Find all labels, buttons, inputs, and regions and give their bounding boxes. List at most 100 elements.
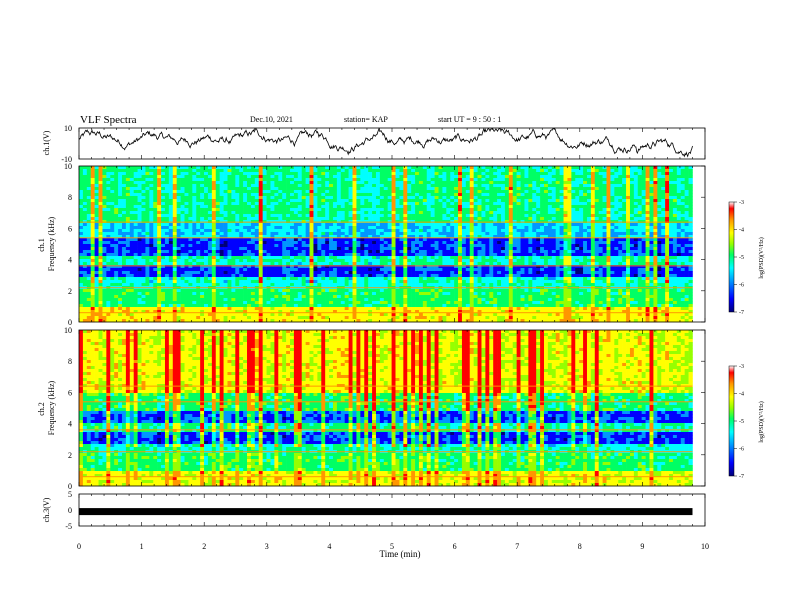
spectrogram-cell [321,217,325,220]
spectrogram-cell [435,226,439,229]
spectrogram-cell [356,199,360,202]
spectrogram-cell [552,193,556,196]
spectrogram-cell [677,184,681,187]
spectrogram-cell [638,178,642,181]
spectrogram-cell [524,166,528,169]
spectrogram-cell [478,241,482,244]
spectrogram-cell [665,172,669,175]
spectrogram-cell [392,229,396,232]
spectrogram-cell [548,190,552,193]
spectrogram-cell [356,238,360,241]
spectrogram-cell [509,232,513,235]
spectrogram-cell [524,196,528,199]
spectrogram-cell [626,229,630,232]
spectrogram-cell [403,178,407,181]
spectrogram-cell [517,214,521,217]
spectrogram-cell [251,238,255,241]
spectrogram-cell [532,211,536,214]
spectrogram-cell [255,205,259,208]
spectrogram-cell [665,241,669,244]
spectrogram-cell [462,190,466,193]
spectrogram-cell [360,253,364,256]
spectrogram-cell [431,226,435,229]
spectrogram-cell [259,175,263,178]
spectrogram-cell [181,178,185,181]
spectrogram-cell [251,229,255,232]
spectrogram-cell [501,175,505,178]
spectrogram-cell [333,169,337,172]
spectrogram-cell [689,202,693,205]
spectrogram-cell [134,172,138,175]
spectrogram-cell [204,238,208,241]
spectrogram-cell [618,211,622,214]
spectrogram-cell [646,232,650,235]
spectrogram-cell [145,226,149,229]
spectrogram-cell [388,229,392,232]
spectrogram-cell [657,208,661,211]
spectrogram-cell [83,238,87,241]
spectrogram-cell [591,244,595,247]
spectrogram-cell [567,169,571,172]
spectrogram-cell [657,244,661,247]
spectrogram-cell [267,241,271,244]
spectrogram-cell [571,223,575,226]
spectrogram-cell [540,250,544,253]
spectrogram-cell [579,181,583,184]
spectrogram-cell [591,172,595,175]
spectrogram-cell [501,169,505,172]
spectrogram-cell [177,214,181,217]
spectrogram-cell [337,256,341,259]
spectrogram-cell [161,172,165,175]
spectrogram-cell [544,175,548,178]
spectrogram-cell [438,244,442,247]
spectrogram-cell [220,256,224,259]
spectrogram-cell [591,247,595,250]
spectrogram-cell [685,190,689,193]
spectrogram-cell [337,217,341,220]
spectrogram-cell [599,184,603,187]
spectrogram-cell [399,232,403,235]
spectrogram-cell [567,223,571,226]
spectrogram-cell [196,205,200,208]
spectrogram-cell [532,226,536,229]
spectrogram-cell [110,190,114,193]
spectrogram-cell [493,238,497,241]
spectrogram-cell [446,205,450,208]
spectrogram-cell [91,229,95,232]
spectrogram-cell [227,205,231,208]
spectrogram-cell [181,214,185,217]
spectrogram-cell [149,211,153,214]
spectrogram-cell [481,187,485,190]
spectrogram-cell [145,172,149,175]
spectrogram-cell [501,244,505,247]
spectrogram-cell [110,178,114,181]
spectrogram-cell [673,199,677,202]
spectrogram-cell [286,208,290,211]
spectrogram-cell [192,226,196,229]
spectrogram-cell [149,229,153,232]
spectrogram-cell [239,190,243,193]
spectrogram-cell [95,226,99,229]
spectrogram-cell [145,190,149,193]
spectrogram-cell [661,205,665,208]
spectrogram-cell [294,184,298,187]
spectrogram-cell [181,241,185,244]
spectrogram-cell [239,178,243,181]
spectrogram-cell [91,253,95,256]
spectrogram-cell [95,193,99,196]
spectrogram-cell [462,241,466,244]
spectrogram-cell [337,190,341,193]
spectrogram-cell [685,217,689,220]
spectrogram-cell [603,232,607,235]
spectrogram-cell [380,226,384,229]
spectrogram-cell [102,247,106,250]
spectrogram-cell [138,256,142,259]
spectrogram-cell [79,226,83,229]
spectrogram-cell [399,214,403,217]
spectrogram-cell [102,166,106,169]
spectrogram-cell [200,193,204,196]
spectrogram-cell [435,217,439,220]
spectrogram-cell [380,232,384,235]
spectrogram-cell [513,193,517,196]
spectrogram-cell [138,178,142,181]
